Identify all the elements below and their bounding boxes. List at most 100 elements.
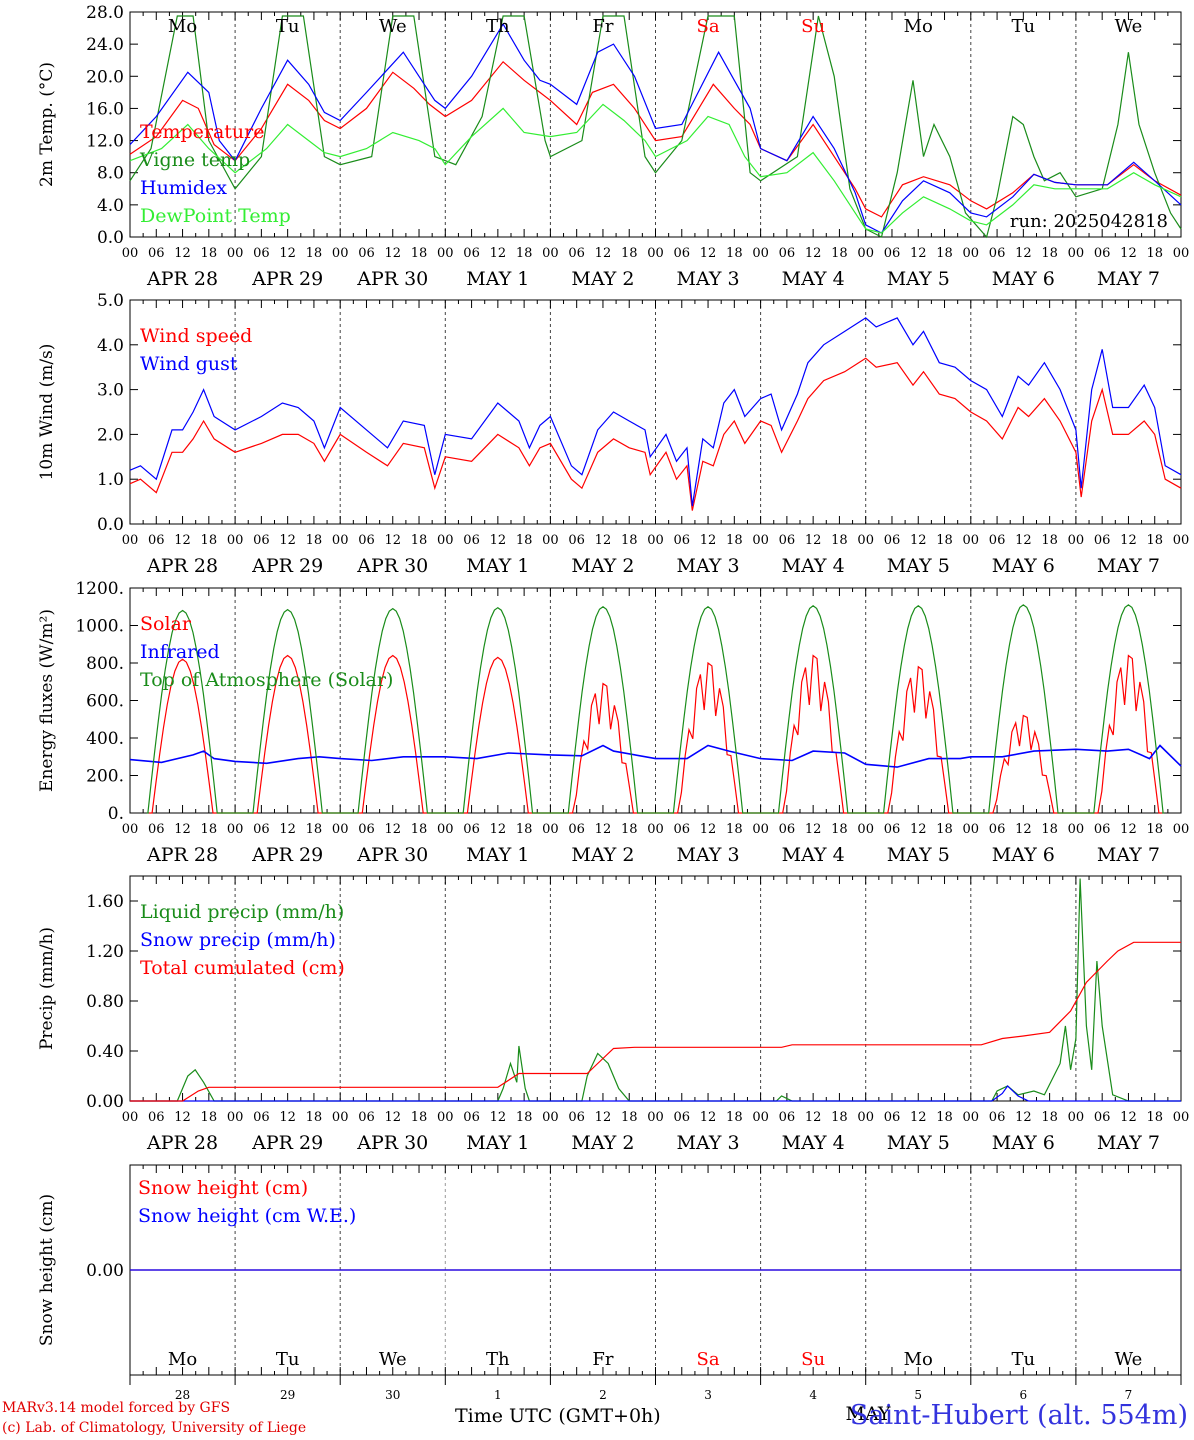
day-name: Th xyxy=(486,16,510,37)
hour-tick-label: 12 xyxy=(384,822,401,837)
y-tick-label: 24.0 xyxy=(86,35,124,55)
legend-entry: Wind speed xyxy=(140,325,252,347)
day-name: Fr xyxy=(592,16,613,37)
hour-tick-label: 12 xyxy=(805,1110,822,1125)
hour-tick-label: 00 xyxy=(963,533,980,548)
hour-tick-label: 06 xyxy=(148,246,165,261)
hour-tick-label: 00 xyxy=(1068,246,1085,261)
y-axis-label: Energy fluxes (W/m²) xyxy=(37,609,57,792)
panel-frame xyxy=(129,587,1182,814)
date-label: MAY 5 xyxy=(887,1132,950,1154)
y-tick-label: 200. xyxy=(86,767,124,787)
date-label: MAY 1 xyxy=(466,268,529,290)
station-label: Saint-Hubert (alt. 554m) xyxy=(849,1400,1188,1431)
day-number: 4 xyxy=(809,1388,817,1402)
hour-tick-label: 00 xyxy=(647,533,664,548)
y-tick-label: 28.0 xyxy=(86,3,124,23)
hour-tick-label: 06 xyxy=(253,822,270,837)
hour-tick-label: 00 xyxy=(227,246,244,261)
day-name: Mo xyxy=(168,1349,197,1370)
day-name: Sa xyxy=(697,16,720,37)
hour-tick-label: 06 xyxy=(358,822,375,837)
y-tick-label: 2.0 xyxy=(97,425,124,445)
y-tick-label: 400. xyxy=(86,729,124,749)
hour-tick-label: 18 xyxy=(411,1110,428,1125)
date-label: APR 29 xyxy=(251,268,323,290)
hour-tick-label: 18 xyxy=(936,246,953,261)
legend-entry: Total cumulated (cm) xyxy=(140,957,345,979)
y-tick-label: 600. xyxy=(86,692,124,712)
hour-tick-label: 18 xyxy=(726,822,743,837)
day-name: Tu xyxy=(1012,1349,1036,1370)
hour-tick-label: 00 xyxy=(227,533,244,548)
date-label: MAY 3 xyxy=(677,268,740,290)
hour-tick-label: 00 xyxy=(1068,1110,1085,1125)
hour-tick-label: 18 xyxy=(1146,822,1163,837)
hour-tick-label: 00 xyxy=(647,246,664,261)
hour-tick-label: 18 xyxy=(516,1110,533,1125)
hour-tick-label: 12 xyxy=(910,1110,927,1125)
hour-tick-label: 06 xyxy=(884,246,901,261)
run-annotation: run: 2025042818 xyxy=(1010,211,1168,232)
hour-tick-label: 06 xyxy=(674,1110,691,1125)
hour-tick-label: 12 xyxy=(910,246,927,261)
day-number: 2 xyxy=(599,1388,607,1402)
hour-tick-label: 06 xyxy=(253,246,270,261)
hour-tick-label: 12 xyxy=(490,1110,507,1125)
hour-tick-label: 12 xyxy=(384,246,401,261)
hour-tick-label: 00 xyxy=(1173,822,1190,837)
hour-tick-label: 12 xyxy=(490,533,507,548)
y-tick-label: 1.0 xyxy=(97,470,124,490)
date-label: MAY 7 xyxy=(1097,555,1160,577)
date-label: MAY 5 xyxy=(887,555,950,577)
series-line-wind-speed xyxy=(129,357,1182,511)
hour-tick-label: 12 xyxy=(490,822,507,837)
hour-tick-label: 12 xyxy=(1015,533,1032,548)
hour-tick-label: 12 xyxy=(805,822,822,837)
month-label: MAY xyxy=(846,1403,891,1425)
hour-tick-label: 00 xyxy=(857,1110,874,1125)
hour-tick-label: 00 xyxy=(1173,533,1190,548)
date-label: APR 28 xyxy=(146,1132,218,1154)
day-number: 7 xyxy=(1125,1388,1133,1402)
date-label: MAY 2 xyxy=(571,1132,634,1154)
hour-tick-label: 12 xyxy=(384,1110,401,1125)
hour-tick-label: 06 xyxy=(779,1110,796,1125)
hour-tick-label: 18 xyxy=(306,533,323,548)
date-label: MAY 4 xyxy=(782,268,845,290)
hour-tick-label: 18 xyxy=(831,246,848,261)
hour-tick-label: 18 xyxy=(411,533,428,548)
y-tick-label: 1200. xyxy=(75,579,124,599)
day-name: Tu xyxy=(276,16,300,37)
hour-tick-label: 06 xyxy=(148,1110,165,1125)
y-tick-label: 0.80 xyxy=(86,992,124,1012)
y-tick-label: 16.0 xyxy=(86,99,124,119)
model-credit: MARv3.14 model forced by GFS xyxy=(2,1400,231,1416)
hour-tick-label: 18 xyxy=(1041,246,1058,261)
hour-tick-label: 12 xyxy=(700,533,717,548)
day-name: Mo xyxy=(168,16,197,37)
hour-tick-label: 00 xyxy=(437,1110,454,1125)
legend-entry: Liquid precip (mm/h) xyxy=(140,901,344,923)
hour-tick-label: 00 xyxy=(122,822,139,837)
y-axis-label: 10m Wind (m/s) xyxy=(37,344,57,481)
hour-tick-label: 00 xyxy=(542,246,559,261)
hour-tick-label: 18 xyxy=(201,822,218,837)
y-tick-label: 800. xyxy=(86,654,124,674)
hour-tick-label: 12 xyxy=(174,822,191,837)
legend-entry: Top of Atmosphere (Solar) xyxy=(140,669,393,691)
date-label: MAY 3 xyxy=(677,844,740,866)
hour-tick-label: 18 xyxy=(726,533,743,548)
hour-tick-label: 12 xyxy=(1015,246,1032,261)
day-number: 1 xyxy=(494,1388,502,1402)
hour-tick-label: 06 xyxy=(253,533,270,548)
day-name: Mo xyxy=(904,1349,933,1370)
hour-tick-label: 18 xyxy=(831,1110,848,1125)
legend-entry: Wind gust xyxy=(140,353,238,375)
date-label: MAY 6 xyxy=(992,1132,1055,1154)
day-name: Fr xyxy=(592,1349,613,1370)
date-label: MAY 2 xyxy=(571,555,634,577)
hour-tick-label: 18 xyxy=(621,533,638,548)
hour-tick-label: 18 xyxy=(831,533,848,548)
